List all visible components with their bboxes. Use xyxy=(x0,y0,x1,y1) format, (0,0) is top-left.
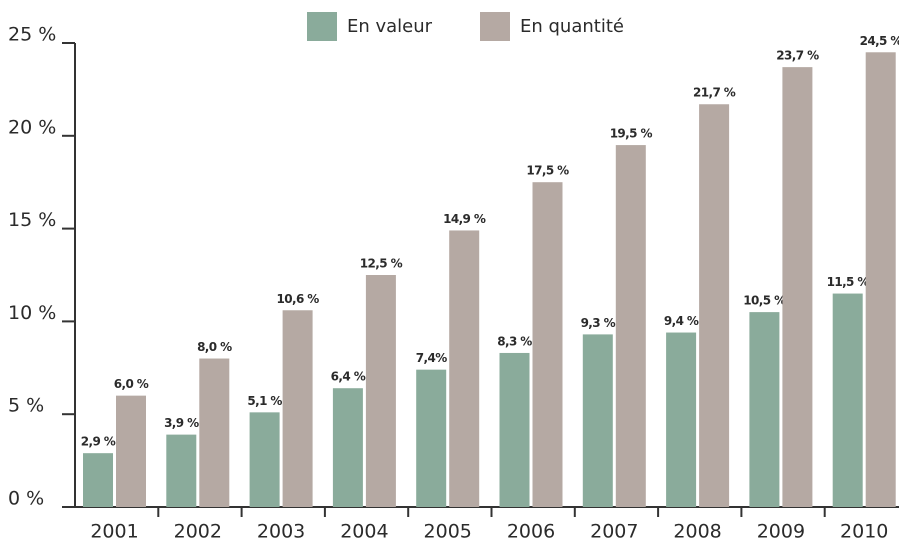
bar xyxy=(532,182,563,507)
legend-swatch xyxy=(480,12,510,41)
x-tick-label: 2004 xyxy=(340,521,388,543)
y-tick-label: 0 % xyxy=(8,488,44,510)
bar xyxy=(83,453,113,507)
legend-swatch xyxy=(307,12,337,41)
bar xyxy=(832,293,863,507)
bar xyxy=(749,312,780,507)
x-tick-label: 2008 xyxy=(673,521,721,543)
bar xyxy=(249,412,280,507)
value-label: 24,5 % xyxy=(860,34,899,48)
value-label: 11,5 % xyxy=(827,275,870,289)
y-tick-label: 10 % xyxy=(8,302,56,324)
bar xyxy=(166,434,197,507)
bar xyxy=(666,332,697,507)
bar xyxy=(199,358,230,507)
x-tick-label: 2005 xyxy=(424,521,472,543)
legend-label: En valeur xyxy=(347,16,433,37)
bar xyxy=(699,104,730,508)
value-label: 21,7 % xyxy=(693,86,736,100)
y-tick-label: 15 % xyxy=(8,209,56,231)
legend-label: En quantité xyxy=(520,16,624,37)
y-tick-label: 25 % xyxy=(8,24,56,46)
bar xyxy=(615,145,646,507)
value-label: 19,5 % xyxy=(610,127,653,141)
bar xyxy=(116,395,146,507)
bar xyxy=(416,369,447,507)
value-label: 5,1 % xyxy=(247,394,282,408)
bar xyxy=(865,52,896,507)
bar xyxy=(332,388,363,507)
value-label: 7,4% xyxy=(416,351,447,365)
value-label: 23,7 % xyxy=(776,49,819,63)
x-tick-label: 2003 xyxy=(257,521,305,543)
y-tick-label: 5 % xyxy=(8,395,44,417)
x-tick-label: 2010 xyxy=(840,521,888,543)
bar xyxy=(282,310,313,507)
value-label: 10,6 % xyxy=(276,292,319,306)
x-tick-label: 2001 xyxy=(90,521,138,543)
value-label: 9,3 % xyxy=(581,316,616,330)
value-label: 17,5 % xyxy=(526,164,569,178)
value-label: 8,0 % xyxy=(197,340,232,354)
bar xyxy=(365,275,396,507)
value-label: 3,9 % xyxy=(164,416,199,430)
value-label: 12,5 % xyxy=(360,257,403,271)
value-label: 10,5 % xyxy=(743,294,786,308)
x-tick-label: 2009 xyxy=(757,521,805,543)
x-tick-label: 2002 xyxy=(174,521,222,543)
x-tick-label: 2006 xyxy=(507,521,555,543)
bar xyxy=(782,67,813,508)
x-tick-label: 2007 xyxy=(590,521,638,543)
value-label: 9,4 % xyxy=(664,314,699,328)
value-label: 8,3 % xyxy=(497,334,532,348)
value-label: 2,9 % xyxy=(81,435,116,449)
bar xyxy=(582,334,613,507)
y-tick-label: 20 % xyxy=(8,116,56,138)
bar xyxy=(499,352,530,507)
value-label: 14,9 % xyxy=(443,212,486,226)
value-label: 6,4 % xyxy=(331,370,366,384)
value-label: 6,0 % xyxy=(114,377,149,391)
bar xyxy=(449,230,480,507)
